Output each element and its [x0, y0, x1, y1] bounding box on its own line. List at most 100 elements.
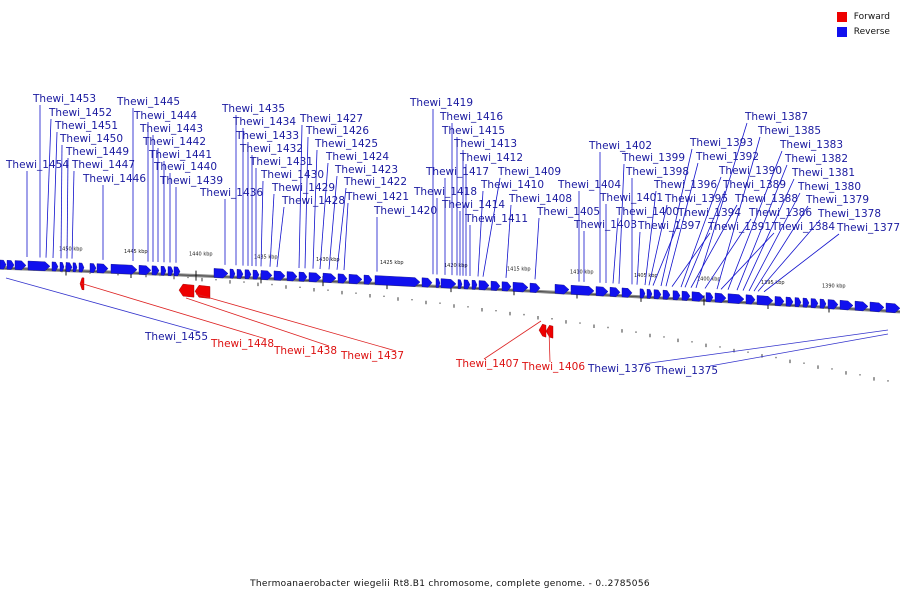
gene-label[interactable]: Thewi_1419 [409, 97, 473, 109]
reverse-gene[interactable] [672, 290, 681, 301]
gene-label[interactable]: Thewi_1399 [621, 152, 685, 164]
gene-label[interactable]: Thewi_1453 [32, 93, 96, 105]
reverse-gene[interactable] [229, 268, 236, 279]
reverse-gene[interactable] [854, 300, 869, 312]
gene-label[interactable]: Thewi_1408 [508, 193, 572, 205]
gene-label[interactable]: Thewi_1444 [133, 110, 197, 122]
reverse-gene[interactable] [839, 299, 854, 311]
gene-label[interactable]: Thewi_1384 [771, 221, 835, 233]
reverse-gene[interactable] [512, 281, 529, 293]
gene-label[interactable]: Thewi_1378 [817, 208, 881, 220]
gene-label[interactable]: Thewi_1424 [325, 151, 389, 163]
gene-label[interactable]: Thewi_1405 [536, 206, 600, 218]
reverse-gene[interactable] [440, 278, 457, 289]
reverse-gene[interactable] [869, 301, 885, 313]
reverse-gene[interactable] [639, 288, 646, 299]
reverse-gene[interactable] [348, 274, 363, 285]
gene-label[interactable]: Thewi_1382 [784, 153, 848, 165]
reverse-gene[interactable] [27, 260, 51, 272]
forward-gene[interactable] [538, 323, 547, 338]
gene-label[interactable]: Thewi_1427 [299, 113, 363, 125]
reverse-gene[interactable] [794, 297, 802, 308]
gene-label[interactable]: Thewi_1437 [340, 350, 404, 362]
reverse-gene[interactable] [646, 288, 653, 299]
reverse-gene[interactable] [435, 278, 441, 288]
reverse-gene[interactable] [595, 286, 609, 297]
reverse-gene[interactable] [160, 265, 167, 276]
gene-label[interactable]: Thewi_1452 [48, 107, 112, 119]
reverse-gene[interactable] [51, 261, 59, 272]
gene-label[interactable]: Thewi_1430 [260, 169, 324, 181]
gene-label[interactable]: Thewi_1398 [625, 166, 689, 178]
reverse-gene[interactable] [501, 281, 512, 292]
reverse-gene[interactable] [308, 272, 322, 283]
gene-label[interactable]: Thewi_1376 [587, 363, 651, 375]
gene-label[interactable]: Thewi_1415 [441, 125, 505, 137]
reverse-gene[interactable] [714, 292, 727, 303]
reverse-gene[interactable] [745, 294, 756, 305]
gene-label[interactable]: Thewi_1407 [455, 358, 519, 370]
reverse-gene[interactable] [213, 268, 229, 279]
gene-label[interactable]: Thewi_1409 [497, 166, 561, 178]
gene-label[interactable]: Thewi_1454 [5, 159, 69, 171]
gene-label[interactable]: Thewi_1429 [271, 182, 335, 194]
gene-label[interactable]: Thewi_1434 [232, 116, 296, 128]
gene-label[interactable]: Thewi_1383 [779, 139, 843, 151]
forward-gene[interactable] [545, 324, 554, 339]
reverse-gene[interactable] [756, 295, 774, 306]
reverse-gene[interactable] [457, 279, 463, 289]
reverse-gene[interactable] [810, 298, 819, 309]
reverse-gene[interactable] [286, 271, 298, 282]
reverse-gene[interactable] [96, 263, 109, 274]
gene-label[interactable]: Thewi_1418 [413, 186, 477, 198]
gene-label[interactable]: Thewi_1435 [221, 103, 285, 115]
gene-label[interactable]: Thewi_1403 [573, 219, 637, 231]
gene-label[interactable]: Thewi_1451 [54, 120, 118, 132]
reverse-gene[interactable] [653, 289, 662, 300]
reverse-gene[interactable] [374, 275, 421, 287]
reverse-gene[interactable] [827, 299, 839, 310]
gene-label[interactable]: Thewi_1401 [599, 192, 663, 204]
reverse-gene[interactable] [244, 269, 252, 280]
gene-label[interactable]: Thewi_1431 [249, 156, 313, 168]
forward-gene[interactable] [178, 283, 195, 298]
reverse-gene[interactable] [471, 279, 478, 290]
gene-label[interactable]: Thewi_1446 [82, 173, 146, 185]
reverse-gene[interactable] [691, 291, 705, 302]
reverse-gene[interactable] [662, 289, 671, 300]
gene-label[interactable]: Thewi_1380 [797, 181, 861, 193]
reverse-gene[interactable] [72, 262, 78, 273]
reverse-gene[interactable] [421, 277, 433, 288]
gene-label[interactable]: Thewi_1387 [744, 111, 808, 123]
reverse-gene[interactable] [260, 270, 273, 281]
reverse-gene[interactable] [298, 271, 308, 282]
reverse-gene[interactable] [478, 280, 490, 291]
reverse-gene[interactable] [65, 262, 73, 272]
gene-label[interactable]: Thewi_1433 [235, 130, 299, 142]
reverse-gene[interactable] [463, 279, 471, 290]
gene-label[interactable]: Thewi_1404 [557, 179, 621, 191]
gene-label[interactable]: Thewi_1448 [210, 338, 274, 350]
gene-label[interactable]: Thewi_1388 [734, 193, 798, 205]
gene-label[interactable]: Thewi_1390 [718, 165, 782, 177]
gene-label[interactable]: Thewi_1386 [748, 207, 812, 219]
gene-label[interactable]: Thewi_1449 [65, 146, 129, 158]
forward-gene[interactable] [194, 285, 211, 299]
gene-label[interactable]: Thewi_1423 [334, 164, 398, 176]
gene-label[interactable]: Thewi_1445 [116, 96, 180, 108]
gene-label[interactable]: Thewi_1379 [805, 194, 869, 206]
gene-label[interactable]: Thewi_1410 [480, 179, 544, 191]
gene-label[interactable]: Thewi_1436 [199, 187, 263, 199]
gene-label[interactable]: Thewi_1412 [459, 152, 523, 164]
reverse-gene[interactable] [885, 302, 900, 314]
gene-label[interactable]: Thewi_1422 [343, 176, 407, 188]
gene-label[interactable]: Thewi_1393 [689, 137, 753, 149]
gene-label[interactable]: Thewi_1443 [139, 123, 203, 135]
gene-label[interactable]: Thewi_1375 [654, 365, 718, 377]
reverse-gene[interactable] [110, 263, 138, 275]
reverse-gene[interactable] [621, 287, 633, 298]
gene-label[interactable]: Thewi_1438 [273, 345, 337, 357]
gene-label[interactable]: Thewi_1420 [373, 205, 437, 217]
gene-label[interactable]: Thewi_1447 [71, 159, 135, 171]
gene-label[interactable]: Thewi_1385 [757, 125, 821, 137]
